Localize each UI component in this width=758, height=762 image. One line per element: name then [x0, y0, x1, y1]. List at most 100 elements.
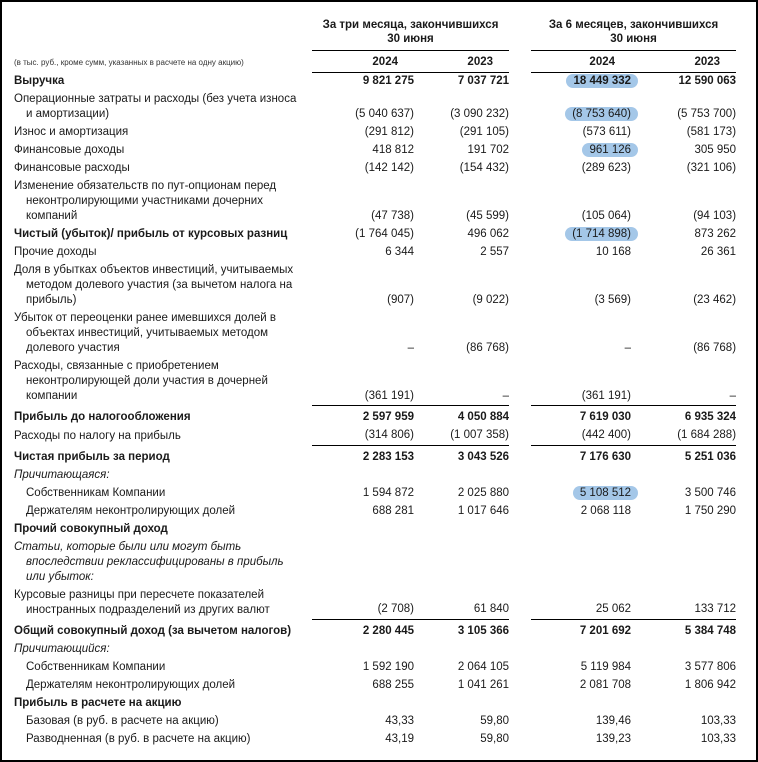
table-row: Доля в убытках объектов инвестиций, учит… — [14, 262, 736, 310]
table-row: Выручка 9 821 275 7 037 721 18 449 332 12 59… — [14, 72, 736, 91]
table-row: Прибыль в расчете на акцию — [14, 694, 736, 712]
value-cell: (94 103) — [693, 210, 737, 222]
value-cell: 4 050 884 — [414, 405, 510, 427]
value-cell: (581 173) — [686, 126, 737, 138]
value-cell: (9 022) — [472, 294, 510, 306]
value-cell — [531, 466, 631, 484]
value-cell: 59,80 — [480, 732, 510, 745]
value-cell — [312, 694, 414, 712]
value-cell — [631, 520, 736, 538]
column-gap — [509, 640, 531, 658]
value-cell — [414, 466, 509, 484]
value-cell — [531, 694, 631, 712]
value-cell: 2 597 959 — [312, 405, 414, 427]
column-gap — [509, 427, 531, 446]
row-label: Держателям неконтролирующих долей — [26, 678, 236, 691]
column-gap — [509, 694, 531, 712]
row-label: Выручка — [14, 75, 65, 87]
year-header-row: (в тыс. руб., кроме сумм, указанных в ра… — [14, 50, 737, 73]
value-cell: 3 577 806 — [684, 660, 737, 673]
value-cell: 7 619 030 — [531, 405, 632, 427]
value-cell: 418 812 — [372, 144, 414, 156]
value-cell: (321 106) — [686, 162, 737, 174]
highlight-marker: 18 449 332 — [566, 74, 639, 88]
row-label: Расходы, связанные с приобретением некон… — [14, 360, 268, 402]
value-cell: 103,33 — [700, 714, 737, 727]
row-label: Собственникам Компании — [26, 660, 166, 673]
value-cell: 25 062 — [595, 603, 632, 615]
value-cell: (1 684 288) — [677, 429, 737, 441]
value-cell: (142 142) — [364, 162, 414, 174]
value-cell: (1 007 358) — [450, 429, 510, 441]
value-cell: 43,33 — [385, 714, 414, 727]
value-cell: (5 753 700) — [677, 108, 737, 120]
value-cell: 5 384 748 — [631, 618, 737, 640]
row-label: Чистый (убыток)/ прибыль от курсовых раз… — [14, 228, 288, 240]
row-label: Изменение обязательств по пут-опционам п… — [14, 180, 277, 222]
column-gap — [509, 502, 531, 520]
column-gap — [509, 16, 531, 50]
table-row: Изменение обязательств по пут-опционам п… — [14, 178, 736, 226]
value-cell: 3 043 526 — [414, 444, 510, 466]
value-cell: (8 753 640) — [531, 91, 639, 124]
value-cell: (5 040 637) — [355, 108, 414, 120]
column-gap — [509, 358, 531, 406]
value-cell: 139,23 — [595, 732, 632, 745]
value-cell: 1 806 942 — [684, 678, 737, 691]
row-label: Причитающийся: — [14, 642, 110, 655]
period-group-6m: За 6 месяцев, закончившихся 30 июня — [531, 16, 737, 51]
value-cell: 9 821 275 — [362, 75, 414, 87]
column-gap — [509, 658, 531, 676]
value-cell: 2 081 708 — [579, 678, 632, 691]
row-label: Разводненная (в руб. в расчете на акцию) — [26, 732, 251, 745]
value-cell — [312, 640, 414, 658]
value-cell: 5 119 984 — [580, 660, 632, 673]
highlight-marker: (8 753 640) — [565, 107, 639, 121]
value-cell: 3 105 366 — [414, 618, 510, 640]
value-cell: 961 126 — [531, 142, 639, 160]
row-label: Финансовые доходы — [14, 144, 125, 156]
value-cell: 688 255 — [372, 678, 414, 691]
table-row: Базовая (в руб. в расчете на акцию) 43,33… — [14, 712, 736, 730]
value-cell: 1 594 872 — [362, 486, 414, 499]
value-cell: (907) — [387, 294, 414, 306]
value-cell: (1 714 898) — [531, 226, 639, 244]
table-row: Операционные затраты и расходы (без учет… — [14, 91, 736, 124]
row-label: Причитающаяся: — [14, 468, 110, 481]
value-cell: 10 168 — [595, 246, 632, 258]
table-row: Убыток от переоценки ранее имевшихся дол… — [14, 310, 736, 358]
value-cell: – — [407, 342, 414, 354]
row-label: Износ и амортизация — [14, 126, 129, 138]
value-cell — [312, 520, 414, 538]
header-spacer — [14, 16, 312, 50]
value-cell: 103,33 — [700, 732, 737, 745]
column-gap — [509, 520, 531, 538]
row-label: Прибыль до налогообложения — [14, 411, 191, 423]
value-cell: (47 738) — [371, 210, 414, 222]
table-row: Чистый (убыток)/ прибыль от курсовых раз… — [14, 226, 736, 244]
column-gap — [509, 72, 531, 91]
year-col-6m-2023: 2023 — [631, 50, 737, 73]
value-cell: 191 702 — [467, 144, 510, 156]
column-gap — [509, 538, 531, 586]
value-cell: 2 283 153 — [312, 444, 414, 466]
value-cell — [531, 640, 631, 658]
row-label: Курсовые разницы при пересчете показател… — [14, 588, 270, 616]
value-cell: 1 017 646 — [457, 504, 510, 517]
row-label: Чистая прибыль за период — [14, 450, 170, 463]
table-row: Держателям неконтролирующих долей 688 281… — [14, 502, 736, 520]
value-cell: 61 840 — [473, 603, 510, 615]
row-label: Собственникам Компании — [26, 486, 166, 499]
column-gap — [509, 730, 531, 748]
value-cell: (86 768) — [693, 342, 737, 354]
highlight-marker: 961 126 — [582, 143, 639, 157]
row-label: Статьи, которые были или могут быть впос… — [14, 540, 284, 583]
table-row: Прочий совокупный доход — [14, 520, 736, 538]
value-cell: 688 281 — [372, 504, 414, 517]
column-gap — [509, 244, 531, 262]
year-col-3m-2023: 2023 — [414, 50, 510, 73]
row-label: Доля в убытках объектов инвестиций, учит… — [14, 264, 294, 306]
row-label: Операционные затраты и расходы (без учет… — [14, 93, 297, 120]
value-cell: 6 344 — [385, 246, 414, 258]
value-cell: 3 500 746 — [684, 486, 737, 499]
